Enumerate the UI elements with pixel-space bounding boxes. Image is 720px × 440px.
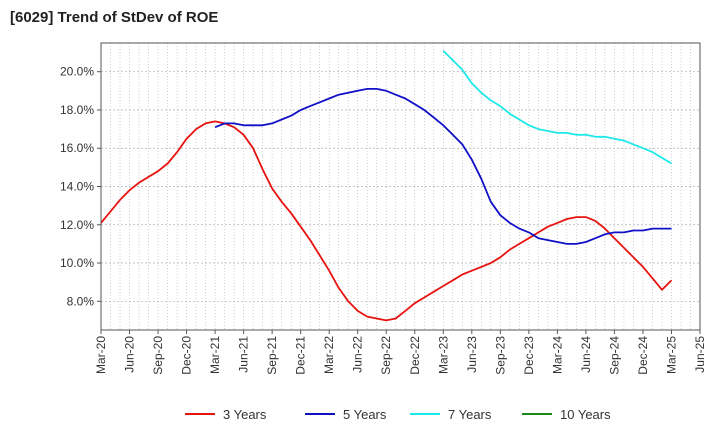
y-tick-label: 8.0% [67, 294, 95, 308]
series-line-3-years [100, 120, 673, 322]
y-tick-label: 20.0% [60, 65, 94, 79]
legend-label-5-years: 5 Years [343, 407, 387, 422]
x-tick-label: Sep-23 [493, 336, 507, 375]
chart-title: [6029] Trend of StDev of ROE [10, 9, 219, 26]
legend-label-3-years: 3 Years [223, 407, 267, 422]
x-tick-label: Mar-21 [208, 336, 222, 374]
x-tick-label: Dec-21 [294, 336, 308, 375]
x-tick-label: Dec-22 [408, 336, 422, 375]
y-tick-label: 18.0% [60, 103, 94, 117]
x-tick-label: Mar-24 [550, 336, 564, 374]
series-lines [100, 50, 673, 322]
series-line-5-years [214, 88, 672, 245]
x-tick-label: Sep-21 [265, 336, 279, 375]
grid [100, 43, 701, 330]
plot-area-border [100, 42, 701, 331]
x-tick-label: Mar-23 [436, 336, 450, 374]
legend-label-7-years: 7 Years [448, 407, 492, 422]
x-tick-label: Jun-24 [579, 336, 593, 373]
x-tick-label: Dec-23 [522, 336, 536, 375]
x-tick-label: Mar-25 [664, 336, 678, 374]
x-tick-label: Mar-20 [94, 336, 108, 374]
y-tick-label: 14.0% [60, 180, 94, 194]
y-tick-label: 10.0% [60, 256, 94, 270]
x-tick-label: Jun-20 [123, 336, 137, 373]
legend-label-10-years: 10 Years [560, 407, 611, 422]
axes: 8.0% 10.0% 12.0% 14.0% 16.0% 18.0% 20.0% Mar-20… [60, 42, 707, 375]
x-tick-label: Sep-24 [607, 336, 621, 375]
y-tick-label: 12.0% [60, 218, 94, 232]
x-tick-label: Dec-20 [180, 336, 194, 375]
x-tick-label: Dec-24 [636, 336, 650, 375]
x-tick-label: Sep-22 [379, 336, 393, 375]
legend: 3 Years 5 Years 7 Years 10 Years [185, 407, 611, 422]
x-tick-label: Jun-25 [693, 336, 707, 373]
x-tick-label: Jun-22 [351, 336, 365, 373]
y-tick-label: 16.0% [60, 141, 94, 155]
x-tick-label: Jun-21 [237, 336, 251, 373]
series-line-7-years [442, 50, 672, 165]
x-tick-label: Mar-22 [322, 336, 336, 374]
x-tick-label: Sep-20 [151, 336, 165, 375]
x-tick-label: Jun-23 [465, 336, 479, 373]
